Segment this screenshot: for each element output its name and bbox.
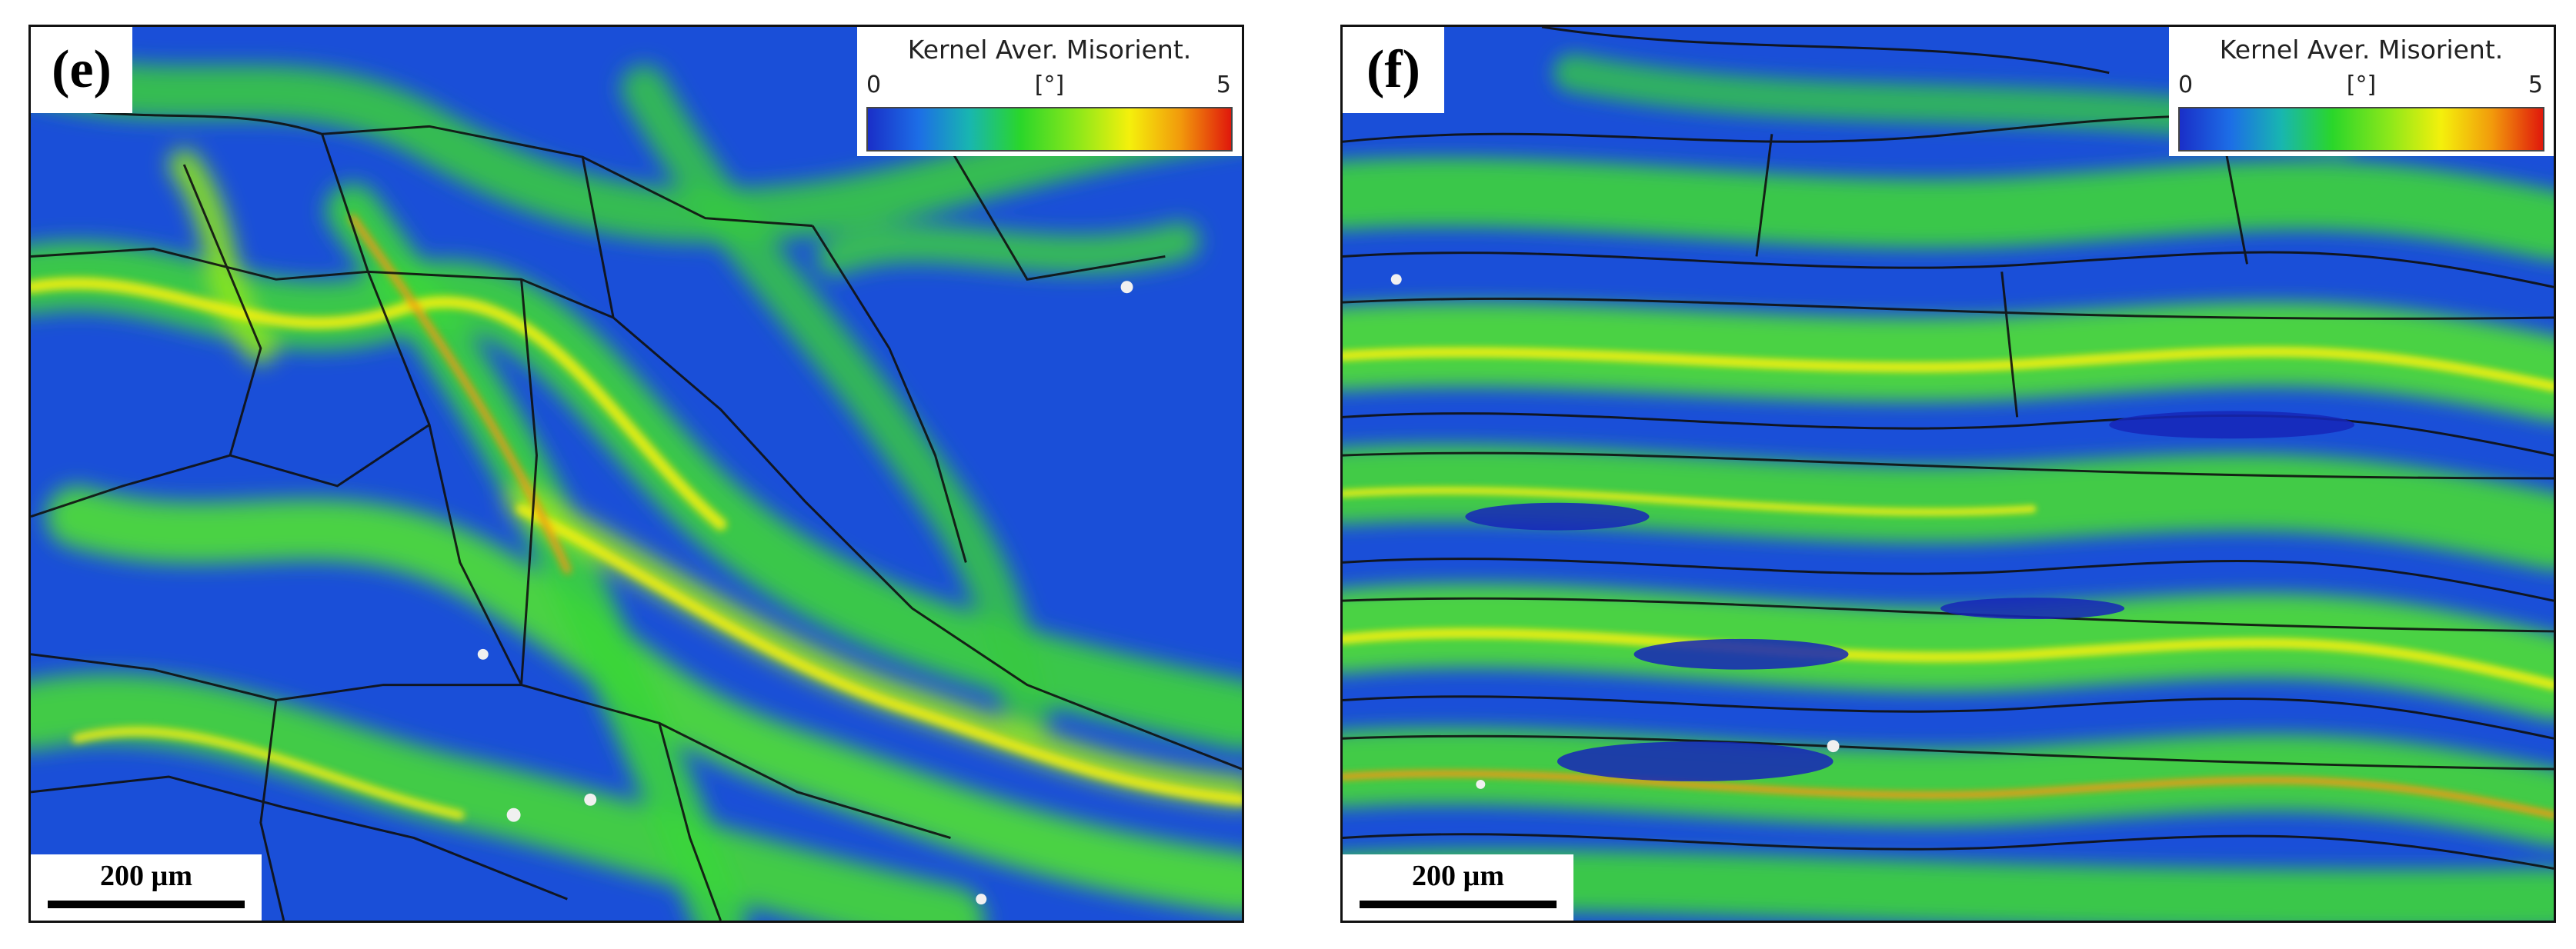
scale-bar-f: 200 µm [1343,854,1573,921]
kam-map-panel-f: (f) Kernel Aver. Misorient. 0 [°] 5 200 … [1340,25,2556,923]
scale-bar-line [48,901,245,908]
legend-color-bar [866,107,1233,152]
panel-label-e: (e) [31,27,132,113]
legend-min: 0 [2178,72,2194,98]
kam-map-image-f [1343,27,2554,921]
legend-title: Kernel Aver. Misorient. [907,35,1192,65]
colorbar-legend-f: Kernel Aver. Misorient. 0 [°] 5 [2169,27,2554,156]
kam-map-panel-e: (e) Kernel Aver. Misorient. 0 [°] 5 200 … [28,25,1244,923]
legend-color-bar [2178,107,2544,152]
legend-max: 5 [2528,72,2543,98]
scale-bar-label: 200 µm [99,860,193,892]
legend-unit: [°] [2346,72,2377,98]
legend-min: 0 [866,72,882,98]
scale-bar-e: 200 µm [31,854,262,921]
kam-map-image-e [31,27,1242,921]
legend-title: Kernel Aver. Misorient. [2219,35,2504,65]
scale-bar-line [1360,901,1557,908]
colorbar-legend-e: Kernel Aver. Misorient. 0 [°] 5 [857,27,1242,156]
legend-max: 5 [1216,72,1231,98]
panel-label-f: (f) [1343,27,1444,113]
scale-bar-label: 200 µm [1411,860,1505,892]
legend-unit: [°] [1034,72,1065,98]
